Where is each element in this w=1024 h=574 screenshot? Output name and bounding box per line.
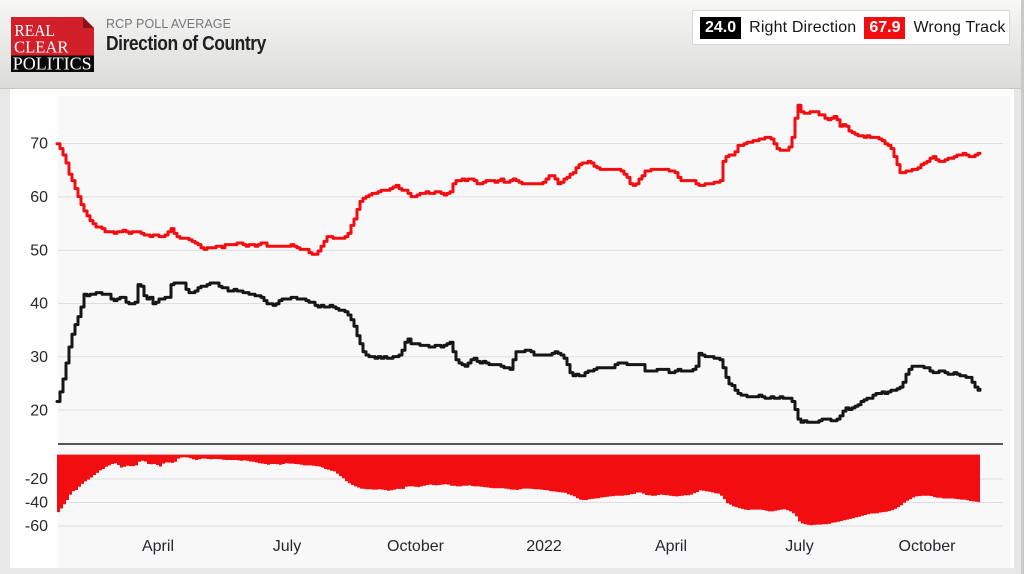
svg-text:-20: -20 xyxy=(25,471,48,488)
svg-text:50: 50 xyxy=(30,242,48,259)
svg-text:70: 70 xyxy=(30,136,48,153)
svg-text:40: 40 xyxy=(30,296,48,313)
svg-text:POLITICS: POLITICS xyxy=(13,54,92,72)
svg-text:July: July xyxy=(785,538,813,555)
svg-text:April: April xyxy=(655,538,687,555)
svg-text:2022: 2022 xyxy=(526,538,562,555)
svg-text:October: October xyxy=(387,538,445,555)
svg-text:REAL: REAL xyxy=(14,21,55,40)
svg-text:July: July xyxy=(273,538,301,555)
svg-text:30: 30 xyxy=(30,349,48,366)
svg-text:-40: -40 xyxy=(25,495,48,512)
svg-text:20: 20 xyxy=(30,402,48,419)
svg-text:60: 60 xyxy=(30,189,48,206)
svg-text:-60: -60 xyxy=(25,518,48,535)
svg-text:CLEAR: CLEAR xyxy=(14,37,69,56)
svg-text:April: April xyxy=(142,538,174,555)
svg-text:October: October xyxy=(899,538,957,555)
